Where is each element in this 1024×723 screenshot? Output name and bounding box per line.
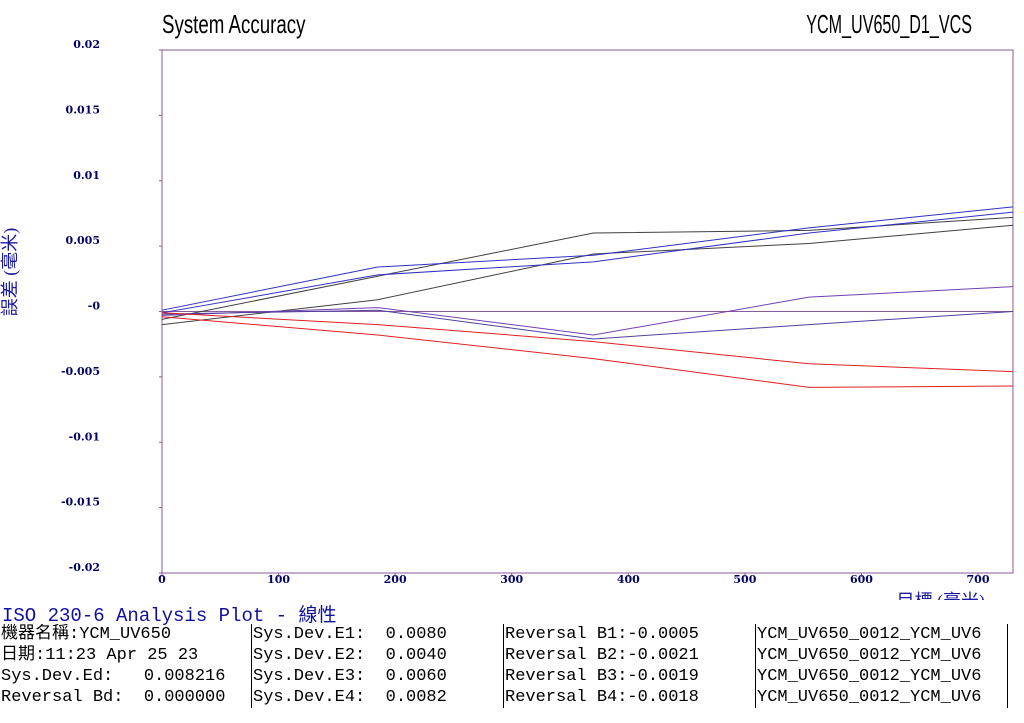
x-tick-label: 0 — [158, 573, 166, 586]
x-axis-label: 目標 (毫米) — [897, 591, 986, 600]
table-cell: Reversal B2:-0.0021 — [503, 645, 756, 666]
series-line — [161, 309, 1014, 340]
x-tick-label: 200 — [384, 573, 407, 586]
x-tick-label: 600 — [850, 573, 873, 586]
series-line — [161, 211, 1014, 314]
y-tick-label: -0.02 — [69, 561, 100, 574]
x-tick-label: 400 — [617, 573, 640, 586]
table-row: Reversal Bd: 0.000000 Sys.Dev.E4: 0.0082 R… — [0, 687, 1008, 708]
table-row: 機器名稱:YCM_UV650 Sys.Dev.E1: 0.0080 Reversal… — [0, 624, 1008, 645]
series-line — [161, 206, 1014, 311]
series-line — [161, 286, 1014, 336]
x-tick-label: 700 — [967, 573, 990, 586]
table-title: ISO 230-6 Analysis Plot - 線性 — [2, 605, 337, 627]
x-tick-label: 500 — [733, 573, 756, 586]
y-tick-label: -0.015 — [61, 496, 100, 509]
y-tick-label: -0.01 — [69, 430, 100, 443]
y-tick-label: -0 — [88, 300, 101, 313]
table-cell: YCM_UV650_0012_YCM_UV6 — [755, 645, 1008, 666]
info-table: 機器名稱:YCM_UV650 Sys.Dev.E1: 0.0080 Reversal… — [0, 624, 1008, 708]
series-line — [161, 224, 1014, 326]
table-cell: Reversal Bd: 0.000000 — [0, 687, 252, 708]
chart-subtitle: YCM_UV650_D1_VCS — [806, 9, 972, 39]
x-tick-label: 300 — [500, 573, 523, 586]
table-row: Sys.Dev.Ed: 0.008216 Sys.Dev.E3: 0.0060 Re… — [0, 666, 1008, 687]
table-cell: Sys.Dev.Ed: 0.008216 — [0, 666, 252, 687]
series-line — [161, 312, 1014, 373]
table-cell: Sys.Dev.E3: 0.0060 — [251, 666, 504, 687]
y-tick-label: 0.02 — [73, 38, 100, 51]
x-tick-label: 100 — [267, 573, 290, 586]
y-tick-label: 0.01 — [73, 169, 100, 182]
table-cell: Reversal B1:-0.0005 — [503, 624, 756, 645]
table-cell: YCM_UV650_0012_YCM_UV6 — [755, 666, 1008, 687]
table-cell: 日期:11:23 Apr 25 23 — [0, 645, 252, 666]
table-cell: Sys.Dev.E1: 0.0080 — [251, 624, 504, 645]
table-cell: Reversal B4:-0.0018 — [503, 687, 756, 708]
series-line — [161, 216, 1014, 320]
y-tick-label: 0.015 — [66, 103, 100, 116]
table-cell: YCM_UV650_0012_YCM_UV6 — [755, 687, 1008, 708]
table-cell: 機器名稱:YCM_UV650 — [0, 624, 252, 645]
table-cell: Reversal B3:-0.0019 — [503, 666, 756, 687]
y-axis-label: 誤差 (毫米) — [0, 228, 21, 317]
series-line — [161, 316, 1014, 388]
y-tick-label: 0.005 — [66, 234, 100, 247]
y-tick-label: -0.005 — [61, 365, 100, 378]
chart-title: System Accuracy — [162, 9, 306, 39]
table-cell: Sys.Dev.E2: 0.0040 — [251, 645, 504, 666]
table-cell: Sys.Dev.E4: 0.0082 — [251, 687, 504, 708]
table-row: 日期:11:23 Apr 25 23 Sys.Dev.E2: 0.0040 Reve… — [0, 645, 1008, 666]
chart: System Accuracy YCM_UV650_D1_VCS 誤差 (毫米)… — [0, 9, 1014, 600]
table-cell: YCM_UV650_0012_YCM_UV6 — [755, 624, 1008, 645]
